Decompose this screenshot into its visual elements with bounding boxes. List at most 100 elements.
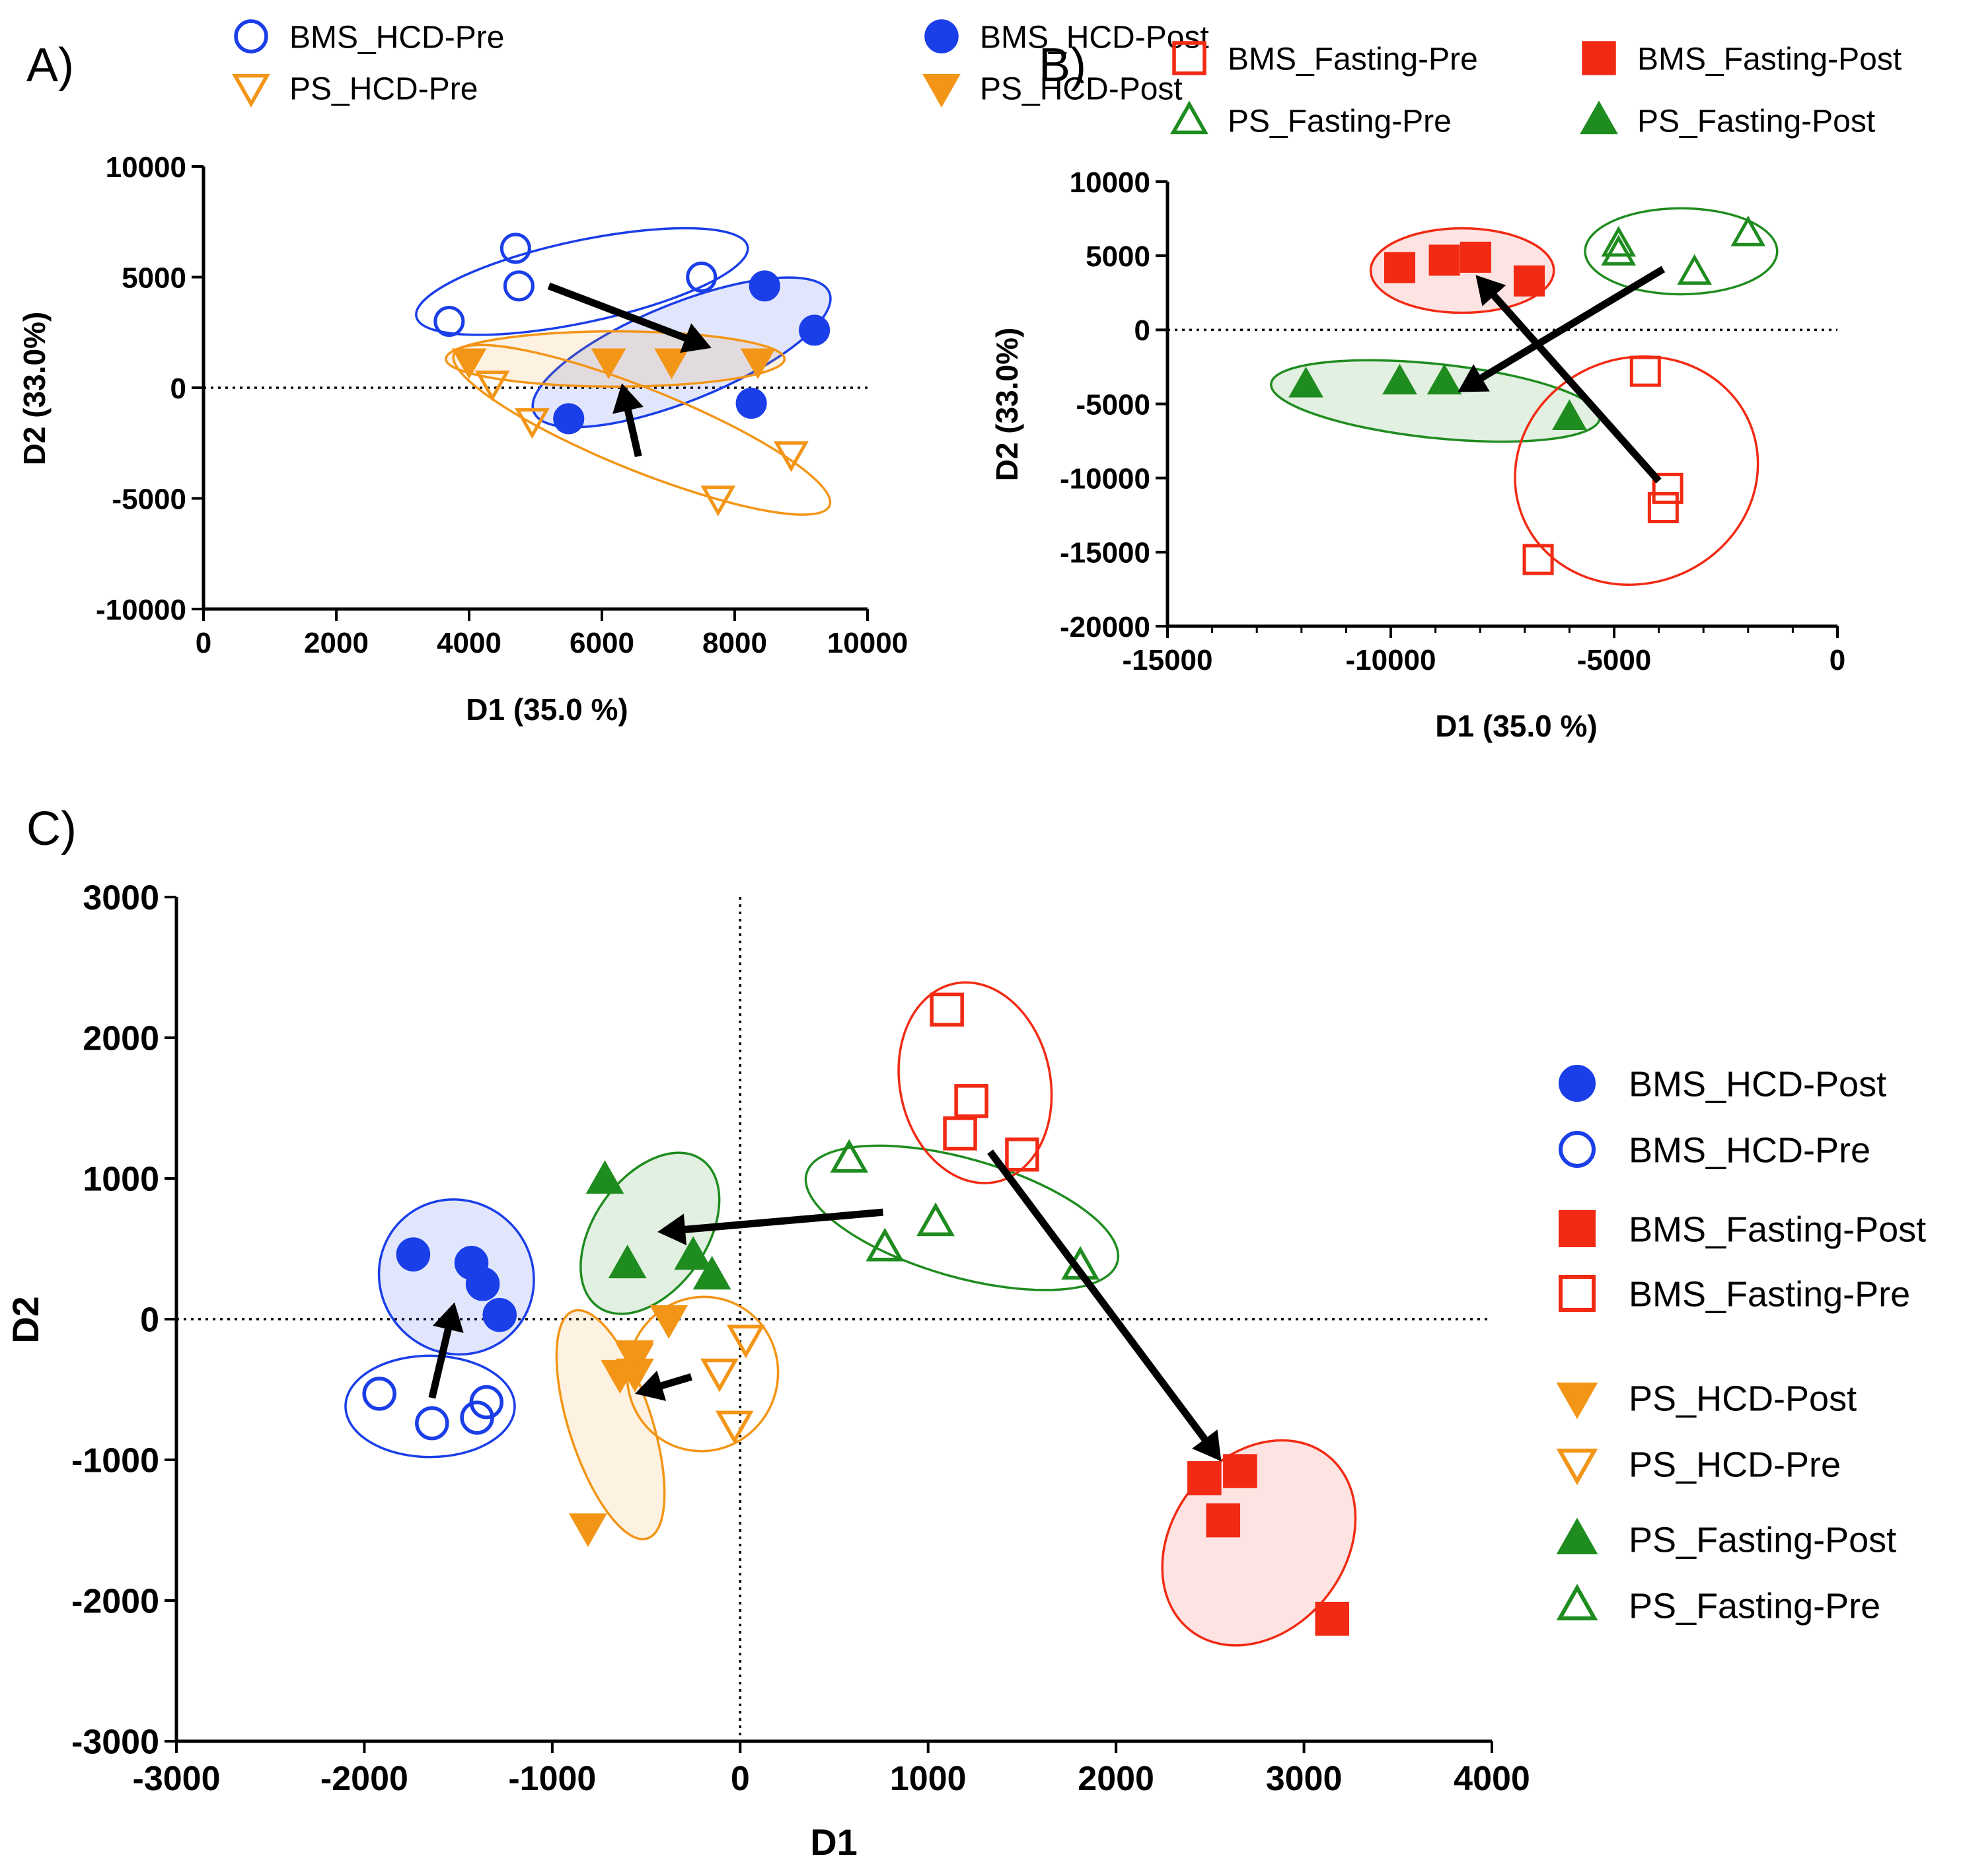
trajectory-arrowhead	[1192, 1429, 1222, 1462]
x-tick-label: -15000	[1122, 644, 1212, 676]
x-tick-label: 4000	[437, 627, 501, 659]
legend-marker-bms-hcd-post	[1559, 1065, 1596, 1102]
trajectory-arrow	[682, 1208, 883, 1234]
legend-label-bms-fasting-post: BMS_Fasting-Post	[1629, 1209, 1926, 1249]
point-ps-hcd-pre	[700, 486, 736, 517]
point-ps-fasting-post	[674, 1236, 713, 1270]
point-bms-hcd-pre	[469, 1385, 504, 1420]
point-bms-hcd-pre	[686, 261, 718, 293]
y-axis-title: D2 (33.0%)	[990, 328, 1024, 482]
legend-label-ps-fasting-pre: PS_Fasting-Pre	[1629, 1586, 1880, 1626]
legend-marker-ps-hcd-pre	[1556, 1449, 1598, 1486]
legend-c: BMS_HCD-Post BMS_HCD-Pre BMS_Fasting-Post B…	[1556, 1064, 1926, 1626]
point-bms-hcd-post	[553, 403, 585, 435]
x-tick-label: 10000	[827, 627, 908, 659]
y-tick-label: -10000	[96, 594, 186, 626]
point-bms-fasting-pre	[930, 992, 964, 1027]
point-ps-hcd-post	[740, 348, 776, 379]
cluster-ellipse-bms-hcd-pre	[344, 1354, 516, 1459]
point-bms-fasting-pre	[1522, 544, 1554, 575]
y-tick-label: 3000	[83, 879, 159, 918]
trajectory-arrow	[987, 1149, 1210, 1443]
point-ps-hcd-post	[649, 1305, 688, 1339]
point-ps-hcd-post	[654, 348, 689, 379]
x-tick-label: 2000	[304, 627, 369, 659]
point-ps-fasting-pre	[866, 1227, 905, 1262]
point-ps-hcd-pre	[715, 1410, 754, 1445]
point-bms-hcd-post	[482, 1297, 517, 1332]
point-ps-fasting-pre	[1677, 254, 1713, 285]
legend-label-bms-fasting-pre: BMS_Fasting-Pre	[1228, 42, 1478, 77]
point-bms-fasting-post	[1206, 1503, 1241, 1538]
legend-marker-bms-fasting-pre	[1172, 41, 1206, 75]
legend-label-ps-hcd-pre: PS_HCD-Pre	[289, 71, 478, 106]
legend-marker-bms-hcd-post	[924, 19, 959, 54]
point-bms-fasting-pre	[1647, 492, 1679, 524]
panel-a: A) 0 2000 4000 6000 8000 10000 -10000 -5000 0 5000…	[17, 19, 1209, 727]
point-bms-hcd-post	[465, 1266, 500, 1301]
trajectory-arrowhead	[1475, 275, 1506, 307]
point-bms-hcd-pre	[503, 270, 535, 302]
legend-marker-bms-hcd-pre	[234, 19, 268, 54]
point-ps-fasting-pre	[1601, 226, 1637, 257]
x-axis-title: D1	[810, 1821, 858, 1863]
y-tick-label: -2000	[71, 1583, 159, 1621]
panel-c: C) -3000 -2000 -1000 0 1000 2000 3000 4000 -3000 -…	[5, 803, 1926, 1863]
y-tick-label: -20000	[1060, 611, 1150, 643]
point-bms-fasting-pre	[1629, 355, 1661, 387]
point-bms-hcd-pre	[433, 305, 465, 338]
point-bms-fasting-post	[1223, 1454, 1257, 1488]
x-tick-label: 8000	[702, 627, 767, 659]
x-axis-title: D1 (35.0 %)	[1435, 709, 1597, 743]
legend-label-bms-hcd-post: BMS_HCD-Post	[1629, 1064, 1886, 1104]
y-tick-label: 5000	[122, 262, 186, 294]
y-tick-label: -3000	[71, 1723, 159, 1762]
y-tick-label: -5000	[1076, 388, 1150, 421]
point-bms-hcd-post	[799, 314, 831, 346]
point-ps-fasting-pre	[830, 1139, 869, 1173]
x-tick-label: 0	[1830, 644, 1845, 676]
point-ps-fasting-pre	[916, 1202, 955, 1237]
legend-label-bms-fasting-pre: BMS_Fasting-Pre	[1629, 1274, 1910, 1314]
panel-label-c: C)	[26, 803, 77, 855]
y-tick-label: 0	[140, 1301, 159, 1340]
trajectory-arrowhead	[635, 1370, 667, 1401]
y-tick-label: -1000	[71, 1442, 159, 1480]
point-bms-hcd-pre	[362, 1377, 396, 1411]
panel-label-a: A)	[26, 39, 74, 92]
legend-marker-bms-fasting-pre	[1559, 1275, 1596, 1312]
y-axis-title: D2 (33.0%)	[17, 312, 52, 466]
cluster-ellipse-ps-fasting-pre	[804, 1144, 1120, 1291]
y-tick-label: 0	[170, 373, 186, 405]
trajectory-arrow	[428, 1326, 453, 1399]
trajectory-arrowhead	[612, 383, 644, 414]
point-ps-fasting-post	[1426, 363, 1462, 395]
y-tick-label: 10000	[1070, 166, 1150, 199]
legend-label-ps-fasting-pre: PS_Fasting-Pre	[1228, 104, 1452, 139]
trajectory-arrowhead	[657, 1213, 687, 1246]
y-tick-label: -10000	[1060, 463, 1150, 495]
legend-marker-ps-fasting-pre	[1170, 100, 1208, 135]
x-tick-label: 4000	[1454, 1760, 1530, 1798]
legend-label-bms-hcd-pre: BMS_HCD-Pre	[289, 20, 504, 55]
x-tick-label: 0	[196, 627, 211, 659]
trajectory-arrowhead	[432, 1302, 464, 1333]
point-bms-fasting-post	[1428, 244, 1460, 276]
point-ps-fasting-post	[585, 1160, 624, 1194]
y-tick-label: -15000	[1060, 537, 1150, 569]
point-bms-fasting-post	[1187, 1461, 1222, 1496]
point-bms-hcd-post	[749, 270, 780, 302]
panel-label-b: B)	[1039, 39, 1086, 92]
trajectory-arrow	[657, 1373, 692, 1390]
legend-marker-ps-hcd-pre	[232, 73, 270, 108]
y-tick-label: -5000	[112, 483, 186, 515]
legend-marker-bms-fasting-post	[1559, 1210, 1596, 1247]
legend-label-ps-hcd-post: PS_HCD-Post	[1629, 1379, 1857, 1418]
point-bms-fasting-post	[1460, 241, 1491, 273]
cluster-ellipse-ps-hcd-post	[555, 1309, 666, 1540]
point-ps-fasting-post	[692, 1256, 731, 1290]
point-ps-fasting-post	[1288, 367, 1323, 398]
point-bms-hcd-pre	[415, 1406, 449, 1441]
point-bms-fasting-post	[1315, 1601, 1349, 1636]
